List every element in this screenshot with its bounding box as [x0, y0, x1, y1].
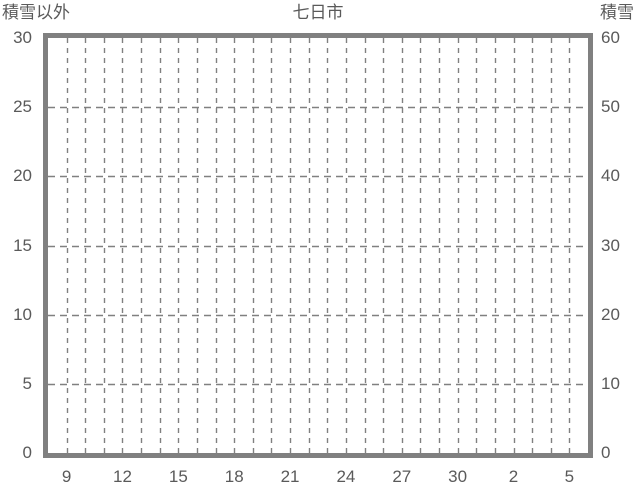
left-y-tick-label: 25 [13, 97, 32, 117]
right-y-tick-label: 50 [601, 97, 620, 117]
left-y-tick-label: 20 [13, 166, 32, 186]
left-y-tick-label: 15 [13, 235, 32, 255]
left-y-tick-label: 10 [13, 304, 32, 324]
left-y-tick-label: 0 [22, 443, 32, 462]
plot-inner [48, 38, 588, 453]
left-axis-title: 積雪以外 [2, 3, 70, 22]
left-y-tick-label: 30 [13, 28, 32, 47]
x-tick-label: 30 [448, 467, 468, 486]
right-y-tick-label: 30 [601, 235, 620, 255]
plot-area [43, 33, 593, 458]
page-title: 七日市 [292, 3, 344, 22]
x-tick-label: 24 [336, 467, 356, 486]
x-tick-label: 12 [113, 467, 132, 486]
x-tick-label: 18 [224, 467, 244, 486]
gridlines [48, 38, 588, 453]
right-y-tick-label: 60 [601, 28, 620, 47]
series-layer [48, 38, 588, 453]
x-tick-label: 21 [280, 467, 300, 486]
left-y-tick-label: 5 [22, 373, 32, 393]
right-axis-title: 積雪 [600, 3, 634, 22]
x-tick-label: 27 [392, 467, 412, 486]
right-y-tick-label: 40 [601, 166, 620, 186]
x-tick-label: 2 [508, 467, 519, 486]
x-tick-label: 9 [61, 467, 72, 486]
right-y-tick-label: 0 [601, 443, 611, 462]
right-y-tick-label: 10 [601, 373, 620, 393]
x-tick-label: 15 [168, 467, 188, 486]
x-tick-label: 5 [564, 467, 575, 486]
right-y-tick-label: 20 [601, 304, 620, 324]
